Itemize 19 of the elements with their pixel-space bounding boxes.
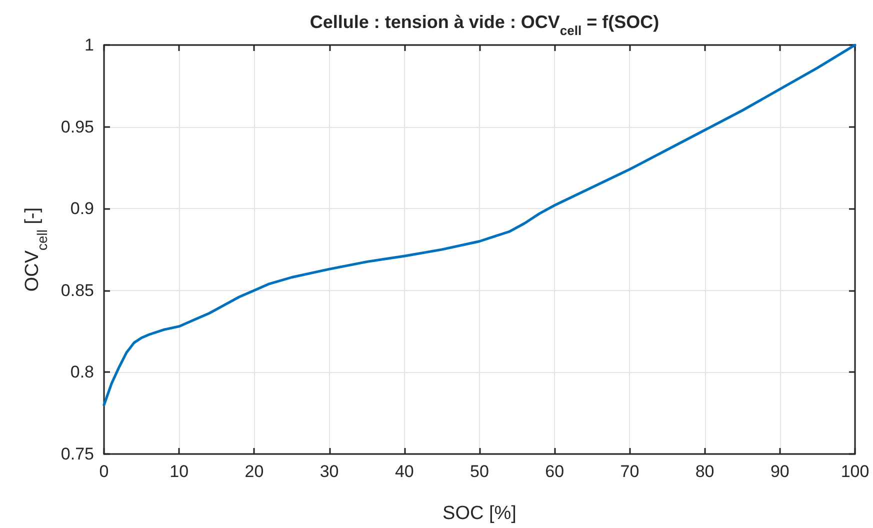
x-axis-title: SOC [%] [442, 503, 516, 524]
x-tick-label: 80 [695, 462, 714, 481]
y-tick-label: 0.95 [60, 117, 94, 136]
x-tick-label: 30 [320, 462, 339, 481]
y-tick-label: 0.85 [60, 280, 94, 300]
y-tick-label: 0.9 [70, 199, 94, 218]
y-tick-label: 0.75 [60, 444, 94, 464]
x-tick-label: 50 [470, 462, 489, 481]
x-tick-label: 0 [99, 462, 109, 481]
y-axis-title: OCVcell [-] [22, 207, 50, 292]
x-tick-label: 10 [170, 462, 189, 481]
y-tick-label: 1 [84, 36, 94, 54]
y-tick-label: 0.8 [70, 362, 94, 382]
x-tick-label: 20 [244, 462, 264, 481]
x-tick-label: 70 [620, 462, 640, 481]
x-tick-label: 90 [770, 462, 790, 481]
x-tick-label: 100 [840, 462, 870, 481]
x-tick-label: 60 [545, 462, 564, 481]
x-tick-label: 40 [394, 462, 414, 481]
